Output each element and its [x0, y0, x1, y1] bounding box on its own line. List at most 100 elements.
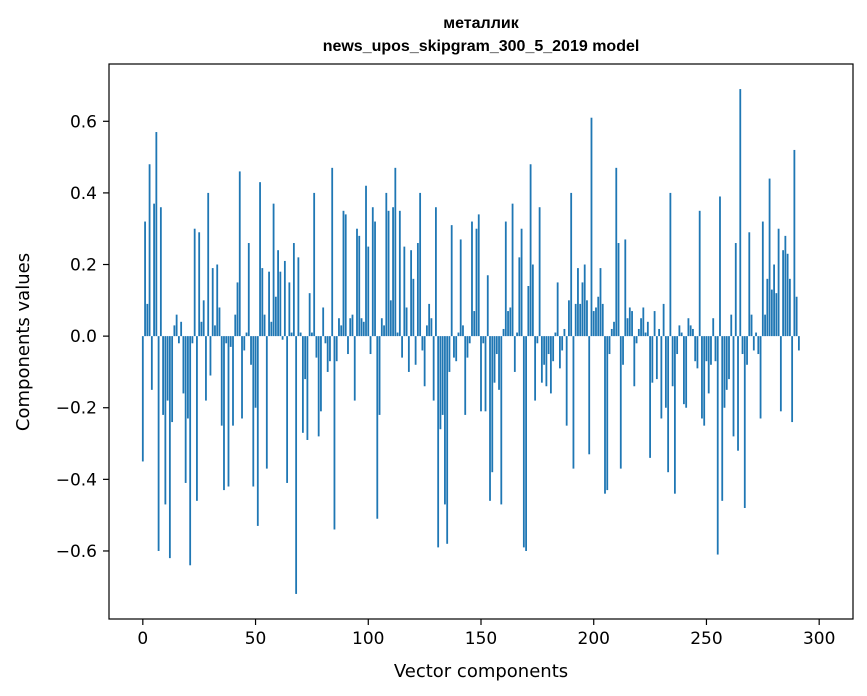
bar: [536, 336, 539, 344]
bar: [155, 132, 158, 337]
bars-group: [141, 89, 800, 594]
bar: [234, 314, 237, 337]
bar: [432, 336, 435, 401]
bar: [448, 336, 451, 372]
bar: [477, 214, 480, 337]
bar: [586, 300, 588, 337]
bar: [243, 336, 246, 351]
bar: [613, 321, 615, 337]
bar: [534, 336, 537, 401]
bar: [268, 271, 270, 337]
bar: [617, 243, 620, 337]
bar: [714, 336, 717, 362]
plot-frame: [108, 63, 854, 620]
bar: [741, 336, 744, 355]
bar: [703, 336, 706, 426]
bar: [601, 303, 604, 337]
bar: [683, 336, 685, 405]
bar: [786, 253, 789, 337]
bar: [549, 336, 552, 394]
bar: [556, 282, 559, 337]
bar: [146, 303, 149, 337]
bar: [322, 307, 325, 337]
bar: [220, 336, 223, 426]
bar: [175, 314, 178, 337]
bar: [277, 250, 279, 337]
bar: [313, 192, 316, 337]
bar: [353, 336, 356, 401]
bar: [245, 332, 248, 337]
bar: [468, 336, 471, 344]
bar: [540, 336, 543, 383]
bar: [351, 314, 354, 337]
bar: [394, 167, 397, 337]
bar: [793, 149, 796, 337]
bar: [662, 303, 665, 337]
bar: [631, 311, 633, 337]
bar: [150, 336, 153, 390]
y-axis-ticks: −0.6 −0.4 −0.2 0.0 0.2 0.4 0.6: [56, 112, 109, 562]
bar: [653, 311, 656, 337]
bar: [329, 336, 331, 362]
bar: [184, 336, 187, 483]
bar: [274, 296, 277, 337]
bar: [797, 336, 800, 351]
bar: [306, 336, 309, 440]
bar: [378, 336, 381, 415]
bar: [701, 336, 703, 419]
bar: [482, 336, 485, 344]
bar: [698, 210, 701, 337]
bar: [599, 268, 602, 337]
bar: [177, 336, 180, 344]
bar: [180, 321, 183, 337]
bar: [162, 336, 165, 415]
x-tick-label: 50: [245, 629, 267, 649]
x-tick-label: 250: [690, 629, 722, 649]
bar: [457, 332, 460, 337]
bar: [198, 232, 201, 337]
bar: [694, 336, 697, 362]
y-axis-label: Components values: [13, 253, 34, 431]
bar: [525, 336, 527, 551]
bar: [141, 336, 144, 462]
bar: [590, 117, 593, 337]
bar: [737, 336, 739, 451]
bar: [171, 336, 174, 423]
bar: [775, 293, 778, 337]
x-tick-label: 100: [352, 629, 384, 649]
bar: [187, 336, 189, 419]
bar: [669, 192, 672, 337]
bar: [173, 325, 176, 337]
bar: [270, 321, 273, 337]
bar: [265, 336, 268, 469]
bar: [489, 336, 491, 501]
bar: [211, 268, 214, 337]
bar: [746, 336, 748, 365]
bar: [376, 336, 379, 519]
bar: [347, 336, 349, 355]
bar: [743, 336, 746, 508]
bar: [414, 336, 417, 365]
bar: [493, 336, 496, 383]
bar: [189, 336, 192, 566]
bar: [290, 332, 293, 337]
bar: [592, 311, 595, 337]
bar: [795, 296, 798, 337]
bar: [398, 210, 401, 337]
bar: [261, 268, 264, 337]
bar: [475, 228, 478, 337]
bar: [784, 235, 787, 337]
bar: [651, 336, 654, 383]
bar: [788, 278, 791, 337]
bar: [191, 336, 194, 344]
bar: [326, 336, 329, 372]
bar: [673, 336, 676, 494]
bar: [732, 336, 735, 437]
bar: [667, 336, 670, 473]
bar: [292, 243, 295, 337]
bar: [365, 185, 367, 337]
bar: [225, 336, 228, 344]
bar: [223, 336, 225, 491]
bar: [755, 332, 757, 337]
